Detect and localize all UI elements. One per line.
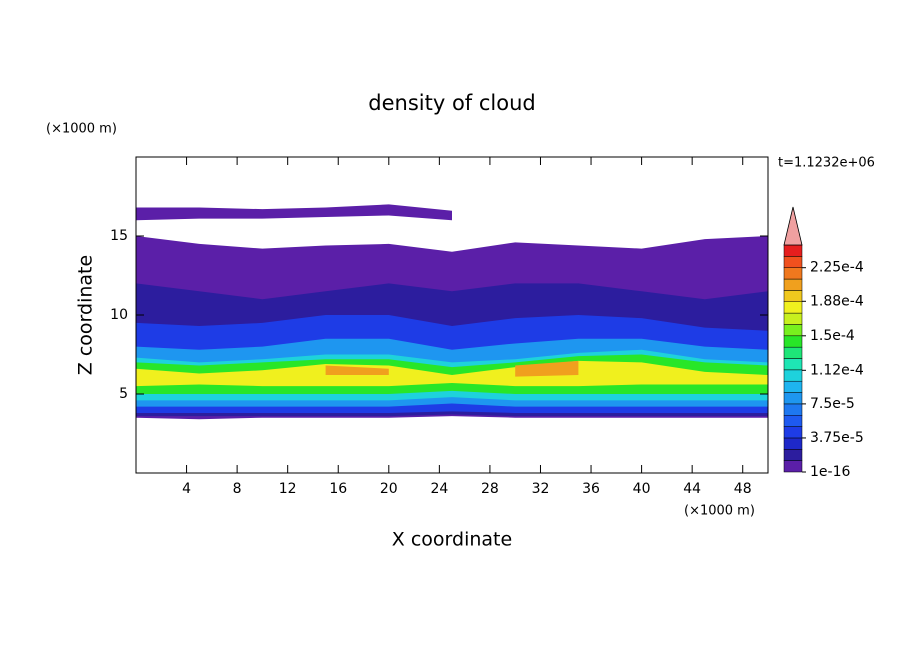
x-tick-label: 48 [734, 481, 752, 497]
x-tick-label: 32 [532, 481, 550, 497]
contour-band [325, 365, 389, 376]
x-axis-title: X coordinate [392, 529, 512, 551]
x-tick-label: 28 [481, 481, 499, 497]
colorbar-label: 1.12e-4 [810, 362, 864, 378]
x-tick-label: 24 [430, 481, 448, 497]
x-tick-label: 20 [380, 481, 398, 497]
x-tick-label: 36 [582, 481, 600, 497]
x-tick-label: 12 [279, 481, 297, 497]
colorbar-box [783, 244, 803, 257]
colorbar-box [783, 256, 803, 268]
colorbar-box [783, 312, 803, 325]
time-label: t=1.1232e+06 [778, 156, 875, 171]
colorbar-box [783, 437, 803, 450]
x-tick-label: 4 [182, 481, 191, 497]
y-axis-title: Z coordinate [75, 255, 97, 375]
y-unit: (×1000 m) [46, 122, 117, 137]
colorbar-box [783, 335, 803, 348]
contour-band [515, 360, 579, 377]
colorbar-label: 1e-16 [810, 464, 850, 480]
colorbar-box [783, 460, 803, 473]
colorbar-box [783, 380, 803, 393]
colorbar-box [783, 267, 803, 280]
contour-band [136, 360, 768, 387]
y-tick-label: 10 [110, 307, 128, 323]
colorbar-box [783, 392, 803, 405]
chart-title: density of cloud [368, 91, 535, 115]
colorbar-label: 1.88e-4 [810, 293, 864, 309]
colorbar-label: 3.75e-5 [810, 430, 864, 446]
x-tick-label: 8 [233, 481, 242, 497]
colorbar-box [783, 301, 803, 314]
colorbar-label: 2.25e-4 [810, 260, 864, 276]
colorbar-label: 7.5e-5 [810, 396, 855, 412]
contour-band [136, 204, 452, 221]
colorbar-box [783, 358, 803, 371]
contour-field [136, 204, 768, 420]
colorbar-over [783, 206, 803, 246]
colorbar-box [783, 346, 803, 359]
x-tick-label: 40 [633, 481, 651, 497]
colorbar-box [783, 278, 803, 291]
colorbar-box [783, 426, 803, 439]
y-tick-label: 15 [110, 228, 128, 244]
colorbar-box [783, 369, 803, 382]
colorbar-box [783, 403, 803, 416]
x-tick-label: 16 [329, 481, 347, 497]
colorbar-box [783, 415, 803, 427]
y-tick-label: 5 [119, 386, 128, 402]
colorbar-box [783, 290, 803, 302]
colorbar-box [783, 449, 803, 461]
x-unit: (×1000 m) [684, 504, 755, 519]
colorbar-label: 1.5e-4 [810, 328, 855, 344]
colorbar-box [783, 324, 803, 337]
x-tick-label: 44 [683, 481, 701, 497]
